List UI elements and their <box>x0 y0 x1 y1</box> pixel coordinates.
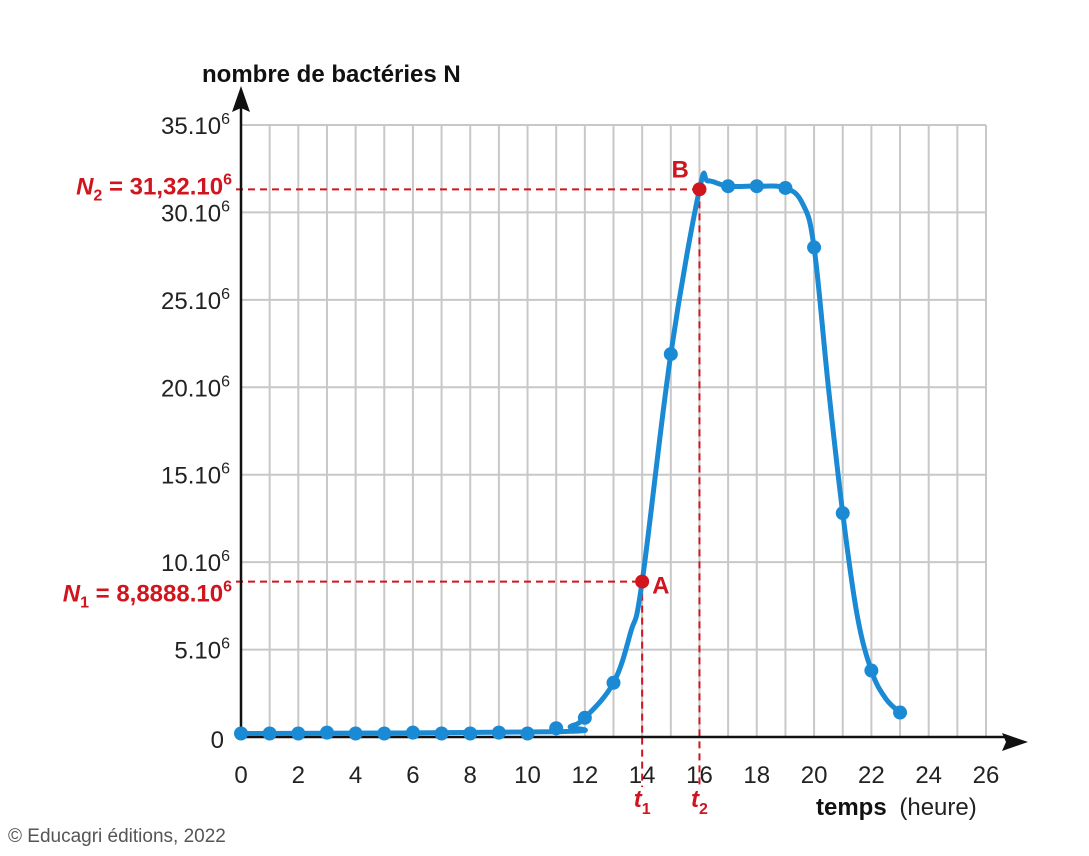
n2-symbol: N <box>76 173 94 200</box>
n2-value: = 31,32.10 <box>102 173 223 200</box>
data-point <box>864 663 879 678</box>
y-axis-arrow <box>232 86 250 112</box>
x-tick-label: 10 <box>514 762 541 789</box>
x-tick-label: 8 <box>464 762 477 789</box>
t2-annotation: t2 <box>691 786 708 818</box>
x-tick-label: 14 <box>629 762 656 789</box>
data-point <box>778 180 793 195</box>
data-point <box>262 726 277 741</box>
data-point <box>491 725 506 740</box>
y-tick-label: 10.106 <box>161 548 230 577</box>
y-axis-title: nombre de bactéries N <box>202 61 461 88</box>
x-axis-title: temps (heure) <box>816 794 977 821</box>
point-b-label: B <box>671 156 688 183</box>
data-point <box>319 725 334 740</box>
n2-subscript: 2 <box>93 187 102 204</box>
data-point <box>721 179 736 194</box>
x-tick-label: 26 <box>973 762 1000 789</box>
data-point <box>749 179 764 194</box>
x-tick-label: 12 <box>571 762 598 789</box>
y-tick-base: 10.10 <box>161 550 221 577</box>
x-tick-label: 22 <box>858 762 885 789</box>
data-point <box>405 725 420 740</box>
data-points <box>234 179 908 741</box>
x-tick-label: 16 <box>686 762 713 789</box>
x-tick-label: 0 <box>234 762 247 789</box>
data-point <box>234 726 248 741</box>
data-point <box>606 675 621 690</box>
data-point <box>520 726 535 741</box>
y-tick-label: 30.106 <box>161 198 230 227</box>
y-tick-base: 35.10 <box>161 113 221 140</box>
x-tick-label: 4 <box>349 762 362 789</box>
highlight-points <box>635 182 707 589</box>
y-tick-base: 20.10 <box>161 375 221 402</box>
y-tick-exponent: 6 <box>221 198 230 215</box>
n1-symbol: N <box>63 581 81 608</box>
x-tick-label: 24 <box>915 762 942 789</box>
axes <box>232 86 1028 751</box>
y-tick-base: 5.10 <box>174 638 221 665</box>
x-axis-arrow <box>1002 733 1028 751</box>
n2-annotation: N2 = 31,32.106 <box>76 171 232 204</box>
t1-symbol: t <box>634 786 643 813</box>
data-point <box>807 240 822 255</box>
y-tick-label: 35.106 <box>161 111 230 140</box>
data-point <box>463 726 478 741</box>
grid <box>241 124 987 737</box>
x-tick-label: 18 <box>743 762 770 789</box>
point-b <box>692 182 707 197</box>
y-tick-label: 5.106 <box>174 636 230 665</box>
x-tick-labels: 0 2 4 6 8 10 12 14 16 18 20 22 24 26 <box>234 762 999 789</box>
data-point <box>893 705 908 720</box>
x-tick-label: 20 <box>801 762 828 789</box>
data-point <box>549 721 564 736</box>
data-point <box>348 726 363 741</box>
t2-symbol: t <box>691 786 700 813</box>
data-point <box>434 726 449 741</box>
y-tick-base: 25.10 <box>161 288 221 315</box>
y-tick-base: 30.10 <box>161 200 221 227</box>
y-tick-labels: 05.10610.10615.10620.10625.10630.10635.1… <box>161 111 230 754</box>
data-point <box>663 347 678 362</box>
y-tick-exponent: 6 <box>221 373 230 390</box>
y-tick-exponent: 6 <box>221 286 230 303</box>
data-point <box>291 726 306 741</box>
t2-subscript: 2 <box>699 801 708 818</box>
y-tick-base: 15.10 <box>161 463 221 490</box>
credit: © Educagri éditions, 2022 <box>8 826 226 847</box>
x-tick-label: 2 <box>292 762 305 789</box>
y-tick-exponent: 6 <box>221 636 230 653</box>
n1-subscript: 1 <box>80 595 89 612</box>
y-tick-label: 25.106 <box>161 286 230 315</box>
n1-annotation: N1 = 8,8888.106 <box>63 579 232 612</box>
t1-subscript: 1 <box>642 801 651 818</box>
y-tick-label: 15.106 <box>161 461 230 490</box>
y-tick-label: 20.106 <box>161 373 230 402</box>
y-tick-exponent: 6 <box>221 461 230 478</box>
y-tick-exponent: 6 <box>221 548 230 565</box>
x-axis-title-unit: (heure) <box>899 794 976 821</box>
n1-exponent: 6 <box>223 579 232 596</box>
data-point <box>577 710 592 725</box>
x-tick-label: 6 <box>406 762 419 789</box>
point-a-label: A <box>652 573 669 600</box>
n1-value: = 8,8888.10 <box>89 581 223 608</box>
guide-lines <box>236 188 701 787</box>
data-point <box>377 726 392 741</box>
n2-exponent: 6 <box>223 171 232 188</box>
y-tick-exponent: 6 <box>221 111 230 128</box>
point-a <box>635 574 650 589</box>
y-tick-label: 0 <box>211 727 224 754</box>
x-axis-title-bold: temps <box>816 794 887 821</box>
t1-annotation: t1 <box>634 786 651 818</box>
data-point <box>835 506 850 521</box>
